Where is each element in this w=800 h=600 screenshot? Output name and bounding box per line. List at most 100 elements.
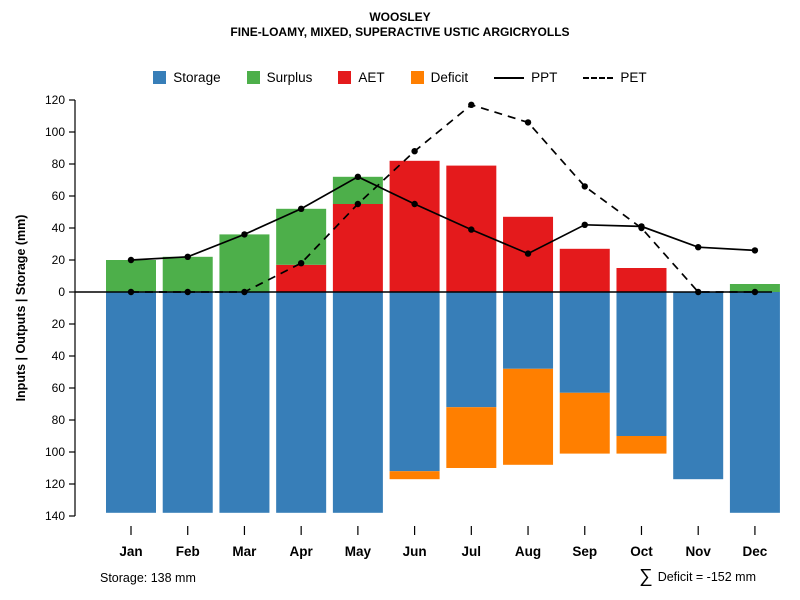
- bar-aet-jun: [389, 160, 440, 292]
- pet-point-jan: [127, 288, 135, 296]
- y-tick-label: 60: [52, 189, 66, 203]
- storage-annotation: Storage: 138 mm: [100, 571, 196, 585]
- aet-swatch: [338, 71, 352, 84]
- pet-point-jun: [411, 148, 418, 155]
- x-tick-label-mar: Mar: [232, 544, 257, 559]
- legend: Storage Surplus AET Deficit PPT PET: [0, 70, 800, 85]
- ppt-point-may: [354, 173, 362, 180]
- chart-subtitle: FINE-LOAMY, MIXED, SUPERACTIVE USTIC ARG…: [230, 25, 570, 39]
- y-tick-label: 20: [52, 317, 66, 331]
- bar-surplus-feb: [162, 256, 213, 292]
- bar-aet-apr: [276, 264, 327, 292]
- ppt-point-jan: [127, 256, 135, 264]
- legend-label-aet: AET: [358, 70, 385, 85]
- pet-point-oct: [638, 224, 645, 232]
- x-tick-label-feb: Feb: [176, 544, 200, 559]
- bar-storage-sep: [559, 292, 610, 393]
- legend-item-aet: AET: [338, 70, 385, 85]
- bar-surplus-mar: [219, 234, 270, 292]
- legend-label-ppt: PPT: [531, 70, 558, 85]
- pet-point-dec: [751, 288, 759, 296]
- bar-deficit-jun: [389, 471, 440, 480]
- y-tick-label: 20: [52, 253, 66, 267]
- storage-swatch: [153, 71, 167, 84]
- bar-surplus-dec: [729, 284, 780, 292]
- deficit-sum-text: Deficit = -152 mm: [657, 569, 756, 584]
- x-tick-label-jul: Jul: [462, 544, 482, 559]
- bar-storage-dec: [729, 292, 780, 513]
- bar-deficit-sep: [559, 392, 610, 454]
- deficit-sum-annotation: ∑ Deficit = -152 mm: [639, 567, 756, 586]
- y-tick-label: 100: [45, 125, 65, 139]
- legend-item-pet: PET: [583, 70, 647, 85]
- y-tick-label: 120: [45, 93, 65, 107]
- ppt-point-mar: [241, 231, 248, 238]
- bar-aet-oct: [616, 268, 667, 292]
- legend-item-deficit: Deficit: [410, 70, 469, 85]
- legend-item-storage: Storage: [153, 70, 221, 85]
- bar-storage-may: [332, 292, 383, 513]
- bar-aet-may: [332, 204, 383, 292]
- legend-label-storage: Storage: [173, 70, 221, 85]
- bar-storage-oct: [616, 292, 667, 436]
- bar-aet-sep: [559, 248, 610, 292]
- legend-label-deficit: Deficit: [430, 70, 469, 85]
- pet-line-swatch: [583, 76, 614, 79]
- y-axis-title: Inputs | Outputs | Storage (mm): [14, 214, 28, 402]
- legend-item-ppt: PPT: [494, 70, 557, 85]
- bar-surplus-apr: [276, 208, 327, 265]
- y-tick-label: 40: [52, 349, 66, 363]
- ppt-line: [130, 175, 755, 261]
- ppt-point-jun: [411, 200, 418, 208]
- ppt-point-jul: [468, 226, 475, 233]
- x-tick-label-jan: Jan: [119, 544, 142, 559]
- y-tick-label: 80: [52, 157, 66, 171]
- bar-storage-jan: [106, 292, 156, 513]
- legend-label-surplus: Surplus: [266, 70, 313, 85]
- pet-point-apr: [297, 260, 305, 267]
- pet-line: [131, 103, 755, 293]
- y-tick-label: 0: [58, 285, 65, 299]
- y-tick-label: 120: [45, 477, 65, 491]
- surplus-swatch: [246, 71, 260, 84]
- pet-point-aug: [524, 119, 532, 126]
- chart-title: WOOSLEY: [369, 10, 431, 24]
- bar-storage-mar: [219, 292, 270, 513]
- x-tick-label-dec: Dec: [743, 544, 768, 559]
- bar-surplus-jan: [106, 260, 156, 292]
- y-tick-label: 40: [52, 221, 66, 235]
- pet-point-nov: [695, 288, 702, 296]
- ppt-point-apr: [297, 205, 305, 212]
- x-tick-label-aug: Aug: [515, 544, 541, 559]
- bar-storage-feb: [162, 292, 213, 513]
- bar-storage-apr: [276, 292, 327, 513]
- bar-deficit-jul: [446, 407, 497, 468]
- bar-storage-jun: [389, 292, 440, 472]
- bar-storage-aug: [503, 292, 554, 369]
- ppt-point-feb: [184, 253, 191, 260]
- pet-point-sep: [581, 183, 588, 190]
- ppt-line-swatch: [494, 76, 525, 79]
- y-tick-label: 80: [52, 413, 66, 427]
- ppt-point-dec: [751, 247, 759, 254]
- y-tick-label: 60: [52, 381, 66, 395]
- legend-label-pet: PET: [620, 70, 647, 85]
- y-tick-label: 140: [45, 509, 65, 523]
- bar-storage-jul: [446, 292, 497, 408]
- ppt-point-sep: [581, 221, 588, 228]
- bar-surplus-may: [332, 176, 383, 204]
- ppt-point-nov: [695, 244, 702, 251]
- x-tick-label-nov: Nov: [685, 544, 711, 559]
- pet-point-jul: [468, 101, 475, 109]
- ppt-point-aug: [524, 250, 532, 257]
- x-tick-label-jun: Jun: [403, 544, 427, 559]
- pet-point-feb: [184, 288, 191, 296]
- x-tick-label-apr: Apr: [290, 544, 314, 559]
- sum-symbol: ∑: [639, 566, 653, 587]
- x-tick-label-may: May: [345, 544, 372, 559]
- pet-point-may: [354, 200, 362, 208]
- pet-point-mar: [241, 288, 248, 296]
- deficit-swatch: [410, 71, 424, 84]
